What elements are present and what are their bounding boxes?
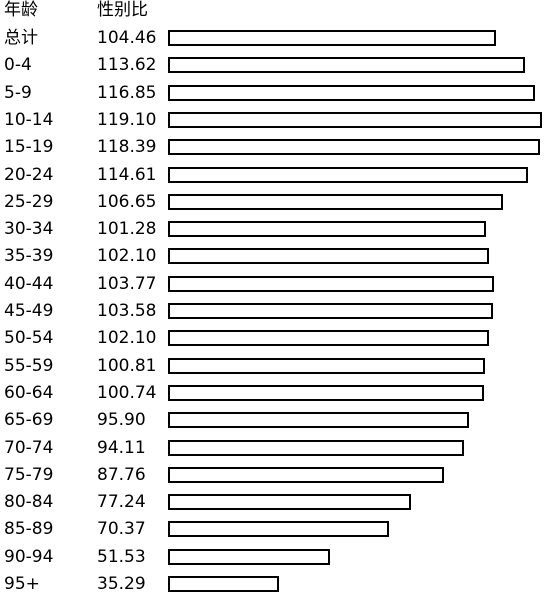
category-label: 50-54 — [4, 328, 54, 349]
data-label: 100.81 — [97, 355, 157, 376]
data-label: 77.24 — [97, 492, 146, 513]
category-label: 80-84 — [4, 492, 54, 513]
data-label: 119.10 — [97, 109, 157, 130]
bar — [168, 139, 540, 156]
category-label: 20-24 — [4, 164, 54, 185]
data-label: 106.65 — [97, 191, 157, 212]
age-column-header: 年龄 — [4, 0, 38, 20]
bar — [168, 384, 484, 401]
data-label: 70.37 — [97, 519, 146, 540]
bar — [168, 166, 528, 183]
category-label: 75-79 — [4, 464, 54, 485]
data-label: 102.10 — [97, 246, 157, 267]
data-label: 118.39 — [97, 137, 157, 158]
data-label: 104.46 — [97, 28, 157, 48]
bar — [168, 412, 469, 429]
category-label: 45-49 — [4, 301, 54, 321]
data-label: 103.58 — [97, 301, 157, 321]
bar — [168, 193, 503, 210]
category-label: 35-39 — [4, 246, 54, 267]
category-label: 40-44 — [4, 273, 54, 294]
sex-ratio-column-header: 性别比 — [97, 0, 148, 20]
data-label: 35.29 — [97, 574, 146, 594]
data-label: 101.28 — [97, 219, 157, 240]
bar — [168, 521, 389, 538]
category-label: 95+ — [4, 574, 40, 594]
bar — [168, 576, 279, 592]
data-label: 102.10 — [97, 328, 157, 349]
category-label: 85-89 — [4, 519, 54, 540]
data-label: 87.76 — [97, 464, 146, 485]
category-label: 5-9 — [4, 82, 32, 103]
bar — [168, 84, 535, 101]
category-label: 15-19 — [4, 137, 54, 158]
category-label: 30-34 — [4, 219, 54, 240]
category-label: 65-69 — [4, 410, 54, 431]
category-label: 0-4 — [4, 55, 32, 76]
bar — [168, 221, 486, 238]
data-label: 94.11 — [97, 437, 146, 458]
bar — [168, 357, 485, 374]
bar — [168, 57, 525, 74]
data-label: 103.77 — [97, 273, 157, 294]
category-label: 10-14 — [4, 109, 54, 130]
data-label: 116.85 — [97, 82, 157, 103]
category-label: 90-94 — [4, 546, 54, 567]
category-label: 总计 — [4, 28, 38, 48]
bar — [168, 248, 489, 265]
data-label: 95.90 — [97, 410, 146, 431]
bar — [168, 303, 493, 319]
category-label: 60-64 — [4, 382, 54, 403]
bar — [168, 439, 464, 456]
category-label: 25-29 — [4, 191, 54, 212]
category-label: 70-74 — [4, 437, 54, 458]
data-label: 114.61 — [97, 164, 157, 185]
data-label: 51.53 — [97, 546, 146, 567]
bar — [168, 494, 411, 511]
bar — [168, 111, 542, 128]
data-label: 100.74 — [97, 382, 157, 403]
bar — [168, 275, 494, 292]
data-label: 113.62 — [97, 55, 157, 76]
category-label: 55-59 — [4, 355, 54, 376]
bar — [168, 30, 496, 46]
bar — [168, 548, 330, 565]
bar — [168, 330, 489, 347]
bar — [168, 466, 444, 483]
